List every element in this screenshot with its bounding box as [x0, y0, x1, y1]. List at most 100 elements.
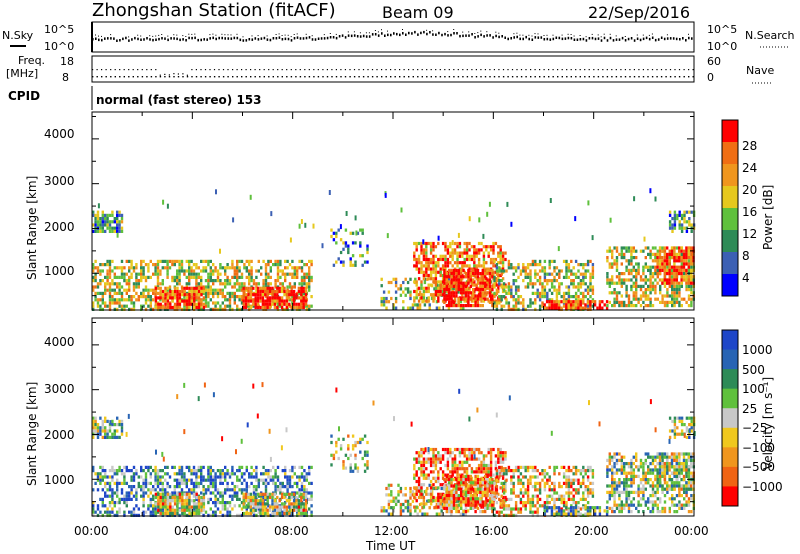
heatmap-cell	[526, 266, 530, 270]
heatmap-cell	[409, 290, 412, 294]
nsky-sample	[119, 39, 121, 42]
heatmap-cell	[432, 254, 435, 258]
heatmap-cell	[687, 304, 691, 308]
heatmap-cell	[298, 223, 301, 229]
heatmap-cell	[118, 298, 121, 302]
heatmap-cell	[366, 466, 369, 470]
heatmap-cell	[690, 256, 693, 260]
heatmap-cell	[589, 288, 592, 292]
heatmap-cell	[433, 287, 436, 291]
heatmap-cell	[273, 305, 277, 310]
heatmap-cell	[675, 256, 678, 260]
nsearch-sample	[221, 33, 223, 35]
nsearch-sample	[275, 34, 277, 35]
heatmap-cell	[255, 469, 258, 473]
nsky-sample	[480, 33, 482, 37]
heatmap-cell	[579, 285, 583, 289]
heatmap-cell	[178, 302, 182, 306]
nave-sample	[299, 76, 302, 78]
heatmap-cell	[214, 510, 217, 514]
heatmap-cell	[558, 282, 561, 286]
nsky-sample	[182, 38, 184, 41]
heatmap-cell	[574, 291, 578, 295]
heatmap-cell	[152, 504, 155, 508]
heatmap-cell	[168, 259, 172, 263]
heatmap-cell	[514, 288, 518, 292]
freq-sample	[453, 69, 455, 71]
heatmap-cell	[142, 494, 145, 498]
nsky-sample	[266, 38, 269, 41]
nave-sample	[430, 76, 432, 78]
heatmap-cell	[130, 478, 133, 482]
heatmap-cell	[274, 285, 277, 289]
heatmap-cell	[558, 272, 561, 276]
freq-sample	[412, 69, 414, 71]
heatmap-cell	[656, 297, 659, 301]
heatmap-cell	[397, 493, 400, 497]
heatmap-cell	[202, 291, 205, 295]
freq-sample	[642, 69, 644, 71]
heatmap-cell	[541, 282, 544, 286]
heatmap-cell	[303, 469, 306, 473]
heatmap-cell	[193, 293, 196, 297]
freq-sample	[263, 69, 265, 71]
heatmap-cell	[255, 285, 258, 289]
heatmap-cell	[94, 279, 97, 283]
nave-sample	[439, 76, 442, 78]
heatmap-cell	[613, 300, 616, 304]
heatmap-cell	[685, 256, 688, 260]
heatmap-cell	[190, 491, 193, 495]
heatmap-cell	[96, 475, 100, 479]
heatmap-cell	[529, 304, 532, 308]
heatmap-cell	[212, 491, 215, 495]
heatmap-cell	[278, 505, 281, 509]
heatmap-cell	[304, 293, 308, 297]
heatmap-cell	[404, 287, 407, 291]
heatmap-cell	[589, 259, 592, 263]
nsky-sample	[203, 38, 205, 41]
heatmap-cell	[233, 272, 236, 276]
nsky-sample	[438, 31, 440, 35]
heatmap-cell	[312, 223, 315, 229]
heatmap-cell	[164, 289, 167, 294]
heatmap-cell	[330, 228, 333, 232]
heatmap-cell	[195, 469, 198, 473]
heatmap-cell	[441, 289, 445, 294]
heatmap-cell	[209, 465, 212, 469]
heatmap-cell	[668, 252, 671, 256]
heatmap-cell	[128, 288, 131, 292]
heatmap-cell	[427, 289, 430, 294]
heatmap-cell	[450, 512, 453, 516]
nsearch-sample	[311, 35, 313, 37]
heatmap-cell	[228, 279, 232, 283]
heatmap-cell	[673, 304, 676, 308]
heatmap-cell	[432, 296, 435, 300]
heatmap-cell	[249, 492, 253, 496]
freq-sample	[317, 69, 319, 71]
heatmap-cell	[512, 295, 515, 299]
heatmap-cell	[484, 294, 487, 298]
heatmap-cell	[680, 284, 683, 288]
heatmap-cell	[271, 302, 274, 306]
heatmap-cell	[248, 272, 251, 276]
heatmap-cell	[475, 264, 478, 268]
heatmap-cell	[510, 295, 513, 299]
heatmap-cell	[128, 485, 131, 489]
freq-sample	[340, 69, 342, 71]
heatmap-cell	[92, 269, 95, 273]
heatmap-cell	[434, 286, 438, 290]
heatmap-cell	[226, 266, 229, 270]
heatmap-cell	[491, 288, 494, 292]
heatmap-cell	[276, 286, 279, 290]
nsearch-sample	[474, 33, 476, 34]
heatmap-cell	[193, 286, 196, 290]
heatmap-cell	[538, 282, 542, 286]
heatmap-cell	[461, 264, 464, 268]
nave-sample	[308, 76, 311, 78]
freq-sample	[489, 69, 491, 71]
heatmap-cell	[101, 217, 104, 221]
heatmap-cell	[441, 267, 445, 271]
heatmap-cell	[445, 278, 448, 282]
heatmap-cell	[202, 269, 205, 273]
nave-sample	[376, 76, 378, 78]
